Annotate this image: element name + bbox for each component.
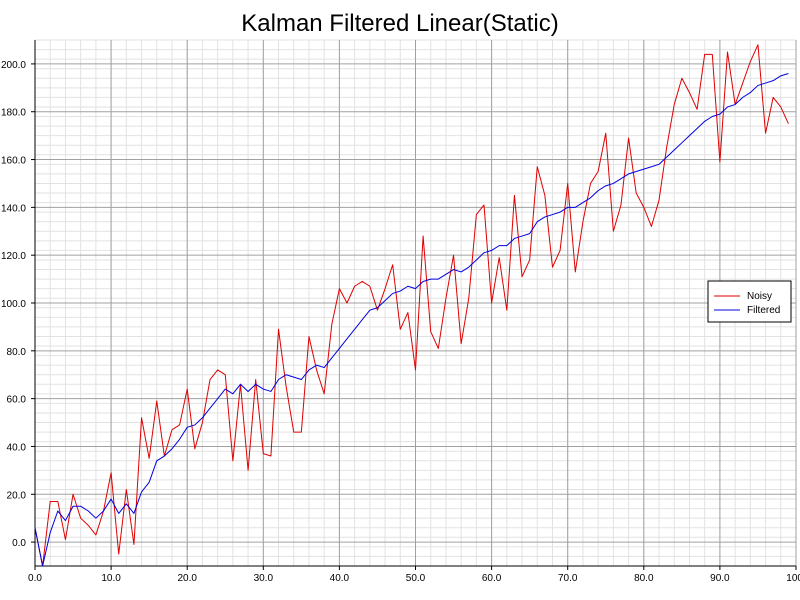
y-tick-label: 140.0 — [1, 203, 26, 214]
x-tick-label: 20.0 — [177, 573, 197, 584]
y-tick-label: 100.0 — [1, 299, 26, 310]
legend-label-filtered: Filtered — [747, 305, 780, 316]
series-line-noisy — [34, 44, 789, 567]
x-tick-label: 30.0 — [254, 573, 274, 584]
x-tick-label: 100. — [786, 573, 800, 584]
x-tick-label: 10.0 — [101, 573, 121, 584]
y-tick-label: 120.0 — [1, 251, 26, 262]
x-tick-label: 50.0 — [406, 573, 426, 584]
y-tick-label: 180.0 — [1, 108, 26, 119]
x-tick-label: 0.0 — [28, 573, 42, 584]
legend-box — [707, 280, 792, 323]
x-tick-label: 70.0 — [558, 573, 578, 584]
y-tick-label: 60.0 — [7, 395, 27, 406]
y-tick-label: 80.0 — [7, 347, 27, 358]
x-tick-label: 80.0 — [634, 573, 654, 584]
legend: Noisy Filtered — [707, 280, 792, 323]
y-tick-label: 160.0 — [1, 156, 26, 167]
x-tick-labels: 0.0 10.0 20.0 30.0 40.0 50.0 60.0 70.0 80.0 90.0 1… — [28, 573, 800, 584]
y-tick-label: 40.0 — [7, 442, 27, 453]
major-grid — [34, 40, 797, 566]
y-tick-label: 200.0 — [1, 60, 26, 71]
y-tick-label: 0.0 — [12, 538, 26, 549]
chart-title: Kalman Filtered Linear(Static) — [241, 10, 558, 37]
legend-label-noisy: Noisy — [747, 291, 772, 302]
series-lines — [34, 44, 789, 567]
x-tick-label: 60.0 — [482, 573, 502, 584]
series-line-filtered — [34, 72, 789, 567]
x-tick-label: 90.0 — [710, 573, 730, 584]
y-tick-labels: 0.0 20.0 40.0 60.0 80.0 100.0 120.0 140.0 160.0 1… — [1, 60, 26, 549]
x-tick-label: 40.0 — [330, 573, 350, 584]
axes — [31, 40, 797, 570]
y-tick-label: 20.0 — [7, 490, 27, 501]
